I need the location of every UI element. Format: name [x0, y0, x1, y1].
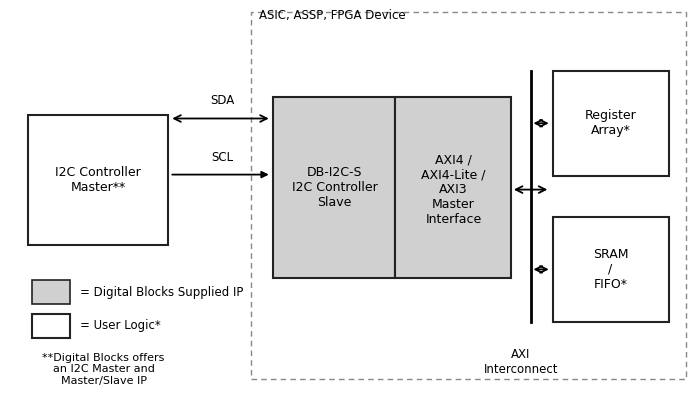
Text: SCL: SCL — [211, 151, 234, 164]
Bar — [32, 314, 70, 338]
Text: = User Logic*: = User Logic* — [80, 320, 161, 332]
Bar — [273, 97, 395, 278]
Bar — [553, 217, 668, 322]
Text: AXI
Interconnect: AXI Interconnect — [484, 348, 558, 376]
Bar — [251, 12, 686, 379]
Text: ASIC, ASSP, FPGA Device: ASIC, ASSP, FPGA Device — [259, 9, 405, 22]
Text: SRAM
/
FIFO*: SRAM / FIFO* — [593, 248, 628, 291]
Bar — [395, 97, 511, 278]
Text: **Digital Blocks offers
an I2C Master and
Master/Slave IP: **Digital Blocks offers an I2C Master an… — [43, 353, 164, 386]
Text: AXI4 /
AXI4-Lite /
AXI3
Master
Interface: AXI4 / AXI4-Lite / AXI3 Master Interface — [421, 153, 486, 226]
Text: SDA: SDA — [211, 94, 234, 107]
Text: Register
Array*: Register Array* — [584, 109, 636, 137]
Text: I2C Controller
Master**: I2C Controller Master** — [55, 166, 141, 194]
Bar — [32, 280, 70, 304]
Bar — [28, 115, 168, 245]
Bar — [553, 71, 668, 176]
Text: = Digital Blocks Supplied IP: = Digital Blocks Supplied IP — [80, 286, 244, 299]
Text: DB-I2C-S
I2C Controller
Slave: DB-I2C-S I2C Controller Slave — [292, 166, 377, 209]
